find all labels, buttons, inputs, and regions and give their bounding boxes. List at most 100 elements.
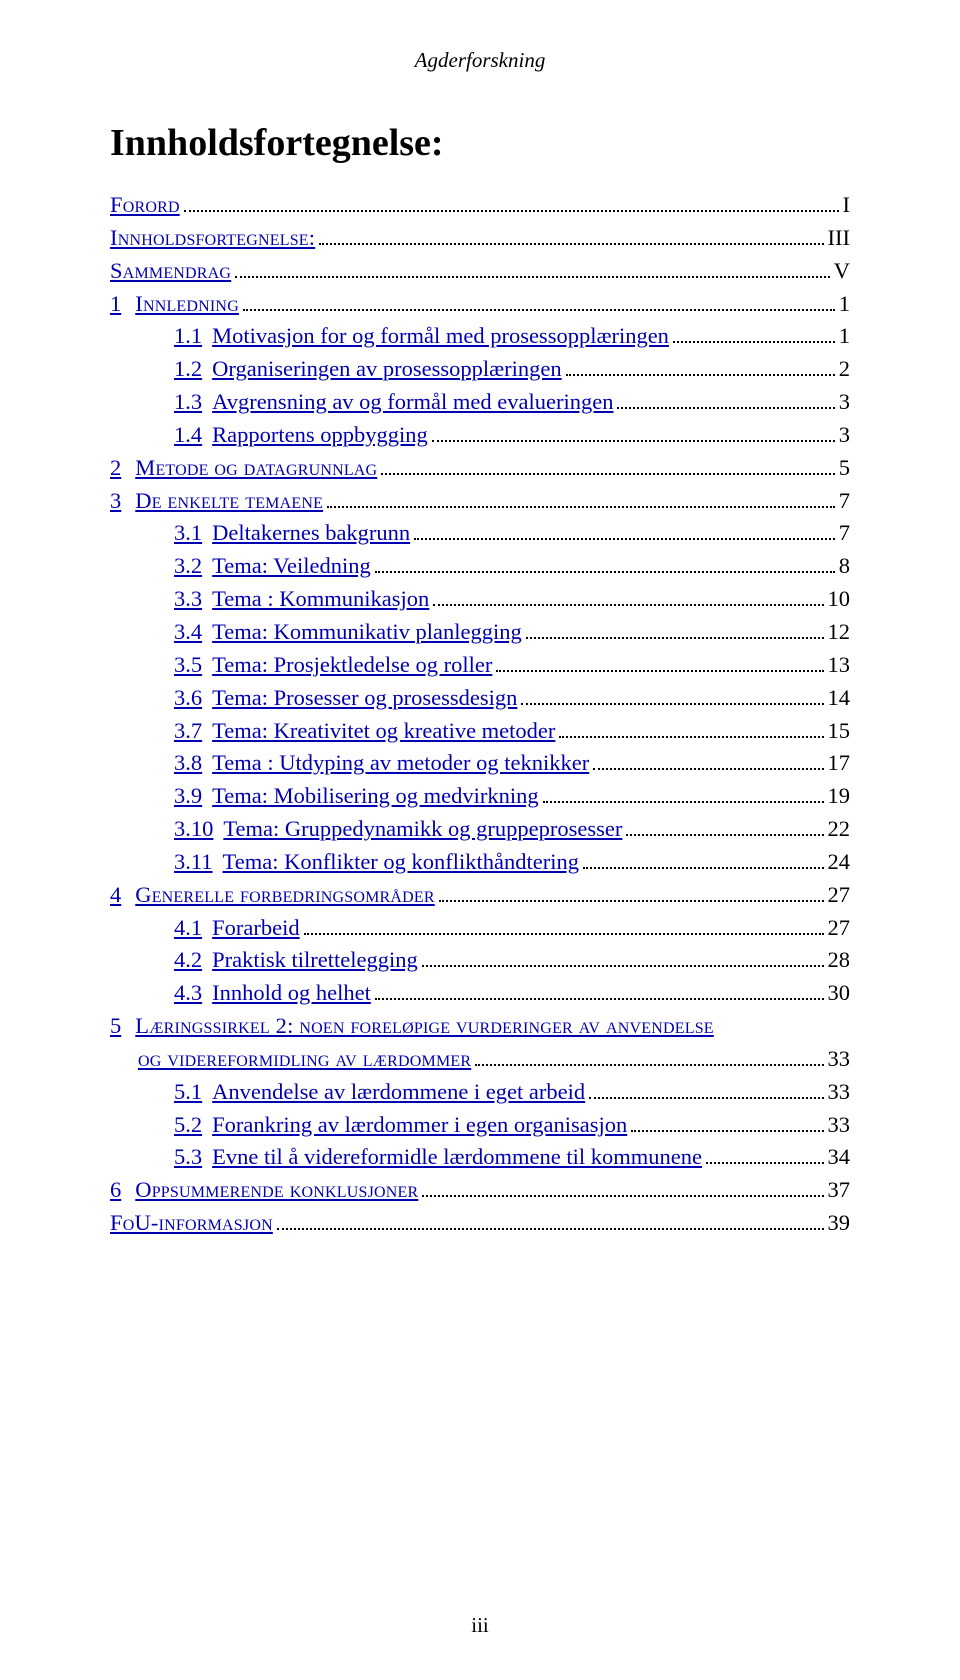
toc-entry[interactable]: 5.2Forankring av lærdommer i egen organi…	[110, 1109, 850, 1142]
toc-label: Tema: Veiledning	[212, 550, 371, 583]
toc-page: 33	[828, 1076, 851, 1109]
toc-entry[interactable]: 3.7Tema: Kreativitet og kreative metoder…	[110, 715, 850, 748]
toc-page: 5	[839, 452, 850, 485]
toc-entry[interactable]: 3.8Tema : Utdyping av metoder og teknikk…	[110, 747, 850, 780]
toc-label: Motivasjon for og formål med prosessoppl…	[212, 320, 669, 353]
toc-label: Praktisk tilrettelegging	[212, 944, 418, 977]
toc-page: 27	[828, 912, 851, 945]
toc-entry[interactable]: 6Oppsummerende konklusjoner37	[110, 1174, 850, 1207]
toc-entry[interactable]: 5.1Anvendelse av lærdommene i eget arbei…	[110, 1076, 850, 1109]
toc-entry[interactable]: 3.2Tema: Veiledning8	[110, 550, 850, 583]
leader-dots	[432, 440, 835, 442]
toc-entry[interactable]: 5.3Evne til å videreformidle lærdommene …	[110, 1141, 850, 1174]
toc-number: 6	[110, 1174, 121, 1207]
toc-entry[interactable]: 4.3Innhold og helhet30	[110, 977, 850, 1010]
toc-number: 5.1	[174, 1076, 202, 1109]
leader-dots	[475, 1064, 823, 1066]
toc-label: Avgrensning av og formål med evalueringe…	[212, 386, 613, 419]
leader-dots	[277, 1228, 824, 1230]
toc-label: Læringssirkel 2: noen foreløpige vurderi…	[135, 1010, 714, 1043]
toc-page: 1	[839, 320, 850, 353]
toc-page: 24	[828, 846, 851, 879]
leader-dots	[375, 571, 835, 573]
toc-entry[interactable]: Innholdsfortegnelse: III	[110, 222, 850, 255]
toc-entry[interactable]: 3.11 Tema: Konflikter og konflikthåndteri…	[110, 846, 850, 879]
toc-entry[interactable]: 4 Generelle forbedringsområder 27	[110, 879, 850, 912]
toc-label: Tema : Utdyping av metoder og teknikker	[212, 747, 589, 780]
toc-entry[interactable]: 3.1Deltakernes bakgrunn7	[110, 517, 850, 550]
toc-page: 34	[828, 1141, 851, 1174]
toc-entry[interactable]: 3.6Tema: Prosesser og prosessdesign14	[110, 682, 850, 715]
toc-number: 4.1	[174, 912, 202, 945]
toc-page: 33	[828, 1109, 851, 1142]
toc-entry[interactable]: 1.2 Organiseringen av prosessopplæringen 2	[110, 353, 850, 386]
toc-number: 4	[110, 879, 121, 912]
leader-dots	[304, 933, 824, 935]
toc-number: 3.7	[174, 715, 202, 748]
toc-number: 2	[110, 452, 121, 485]
toc-entry[interactable]: 1.3 Avgrensning av og formål med evalueri…	[110, 386, 850, 419]
toc-entry[interactable]: 1Innledning1	[110, 288, 850, 321]
toc-label: Generelle forbedringsområder	[135, 879, 434, 912]
toc-entry[interactable]: 3.3Tema : Kommunikasjon10	[110, 583, 850, 616]
toc-number: 3.6	[174, 682, 202, 715]
toc-entry[interactable]: 3De enkelte temaene7	[110, 485, 850, 518]
toc-number: 1.3	[174, 386, 202, 419]
toc-page: 39	[828, 1207, 851, 1240]
toc-entry[interactable]: SammendragV	[110, 255, 850, 288]
toc-label: Sammendrag	[110, 255, 231, 288]
toc-entry[interactable]: 2Metode og datagrunnlag5	[110, 452, 850, 485]
toc-label: Innholdsfortegnelse:	[110, 222, 315, 255]
leader-dots	[583, 867, 823, 869]
toc-number: 1.2	[174, 353, 202, 386]
toc-page: 1	[839, 288, 850, 321]
toc-label: Tema: Prosesser og prosessdesign	[212, 682, 517, 715]
leader-dots	[496, 670, 823, 672]
toc-page: 7	[839, 485, 850, 518]
leader-dots	[521, 703, 823, 705]
toc-entry[interactable]: 3.10 Tema: Gruppedynamikk og gruppeproses…	[110, 813, 850, 846]
toc-number: 3.9	[174, 780, 202, 813]
toc-page: III	[828, 222, 850, 255]
toc-entry[interactable]: 1.4Rapportens oppbygging3	[110, 419, 850, 452]
toc-entry[interactable]: 3.9Tema: Mobilisering og medvirkning19	[110, 780, 850, 813]
toc-number: 1.4	[174, 419, 202, 452]
leader-dots	[559, 736, 823, 738]
toc-number: 3.4	[174, 616, 202, 649]
leader-dots	[235, 276, 830, 278]
toc-label: Tema: Konflikter og konflikthåndtering	[223, 846, 579, 879]
toc-page: 2	[839, 353, 850, 386]
toc-entry[interactable]: 3.5Tema: Prosjektledelse og roller13	[110, 649, 850, 682]
toc-entry[interactable]: 5 Læringssirkel 2: noen foreløpige vurder…	[110, 1010, 850, 1076]
toc-label: Tema: Mobilisering og medvirkning	[212, 780, 539, 813]
leader-dots	[414, 538, 835, 540]
leader-dots	[319, 243, 823, 245]
toc-number: 3.11	[174, 846, 213, 879]
toc-page: 33	[828, 1043, 851, 1076]
toc-number: 5.2	[174, 1109, 202, 1142]
toc-label: Forord	[110, 189, 180, 222]
toc-number: 3.10	[174, 813, 213, 846]
toc-page: 3	[839, 386, 850, 419]
toc-entry[interactable]: 4.2Praktisk tilrettelegging28	[110, 944, 850, 977]
toc-page: 12	[828, 616, 851, 649]
toc-entry[interactable]: ForordI	[110, 189, 850, 222]
leader-dots	[566, 374, 835, 376]
toc-label: Oppsummerende konklusjoner	[135, 1174, 418, 1207]
toc-entry[interactable]: 3.4Tema: Kommunikativ planlegging12	[110, 616, 850, 649]
toc-entry[interactable]: 4.1Forarbeid27	[110, 912, 850, 945]
running-header: Agderforskning	[110, 48, 850, 73]
toc-label: og videreformidling av lærdommer	[138, 1043, 471, 1076]
toc-number: 5	[110, 1010, 121, 1043]
toc-label: Innledning	[135, 288, 239, 321]
toc-entry[interactable]: 1.1Motivasjon for og formål med prosesso…	[110, 320, 850, 353]
page-title: Innholdsfortegnelse:	[110, 121, 850, 165]
toc-page: 10	[828, 583, 851, 616]
toc-page: 8	[839, 550, 850, 583]
leader-dots	[673, 341, 835, 343]
toc-label: Organiseringen av prosessopplæringen	[212, 353, 562, 386]
toc-page: 7	[839, 517, 850, 550]
toc-entry[interactable]: FoU-informasjon39	[110, 1207, 850, 1240]
toc-page: 27	[828, 879, 851, 912]
toc-label: Tema: Gruppedynamikk og gruppeprosesser	[223, 813, 622, 846]
